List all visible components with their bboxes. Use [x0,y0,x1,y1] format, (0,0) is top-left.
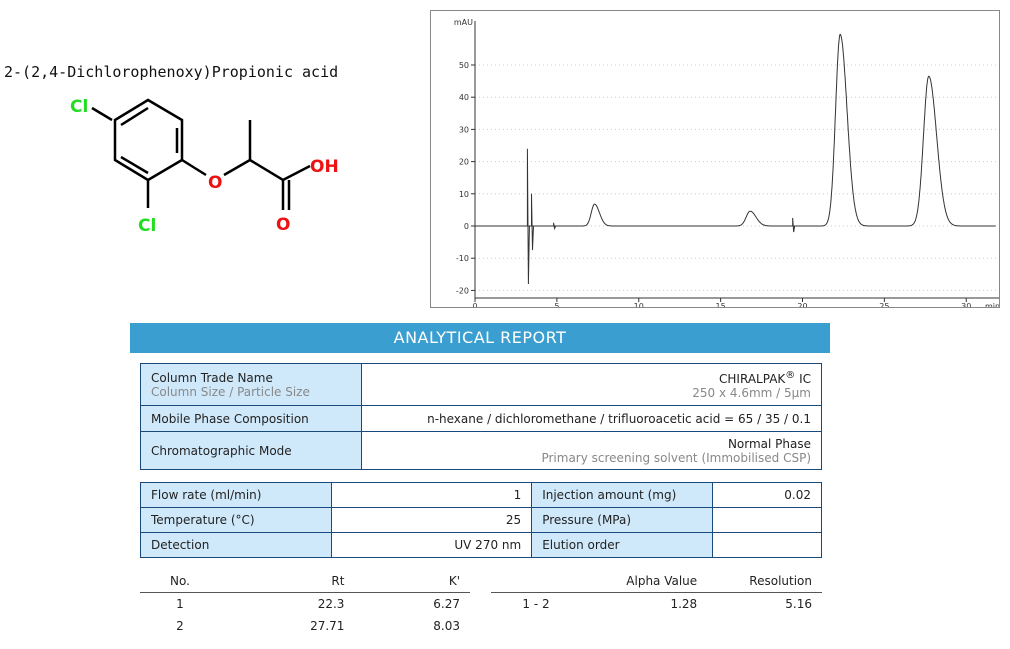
carbonyl-oxygen-label: O [276,215,290,235]
hydroxyl-label: OH [310,157,339,177]
spike-mark [530,193,534,251]
x-tick-label: 15 [716,302,726,307]
y-tick-label: 20 [459,158,469,167]
chromatogram-trace [475,33,996,227]
y-tick-label: 50 [459,61,469,70]
table-row: 1 22.3 6.27 [176,597,460,611]
x-tick-label: 30 [961,302,971,307]
spike-mark [792,217,796,233]
y-axis-label: mAU [454,18,473,27]
chromatogram: -20 -10 0 10 20 30 40 50 0 5 10 15 20 25 30 mAU min [430,10,1000,311]
label: Column Trade Name [151,370,273,385]
conditions-table: Flow rate (ml/min) 1 Injection amount (mg)… [140,482,822,558]
column-info-table: Column Trade Name Column Size / Particle … [140,363,822,470]
y-tick-label: 40 [459,93,469,102]
y-tick-label: 30 [459,125,469,134]
table-row: 2 27.71 8.03 [176,619,460,633]
y-tick-label: 10 [459,190,469,199]
y-tick-label: 0 [464,222,469,231]
spike-mark [553,222,557,231]
spike-mark [526,148,530,284]
chlorine-label: Cl [138,216,156,236]
table-row: 1 - 2 1.28 5.16 [522,597,812,611]
selectivity-table: Alpha Value Resolution 1 - 2 1.28 5.16 [491,570,822,615]
compound-name: 2-(2,4-Dichlorophenoxy)Propionic acid [4,63,339,81]
benzene-ring [113,98,184,182]
y-tick-label: -10 [456,254,469,263]
x-tick-label: 10 [634,302,644,307]
report-banner: ANALYTICAL REPORT [130,323,830,353]
x-tick-label: 5 [554,302,559,307]
x-axis-label: min [985,302,999,307]
oxygen-label: O [208,173,222,193]
y-tick-label: -20 [456,286,469,295]
structure-diagram: Cl Cl O OH O [70,97,339,236]
x-tick-label: 20 [797,302,807,307]
retention-table: No. Rt K' 1 22.3 6.27 2 27.71 8.03 [140,570,470,637]
chlorine-label: Cl [70,97,88,117]
x-tick-label: 25 [879,302,889,307]
x-tick-label: 0 [472,302,477,307]
